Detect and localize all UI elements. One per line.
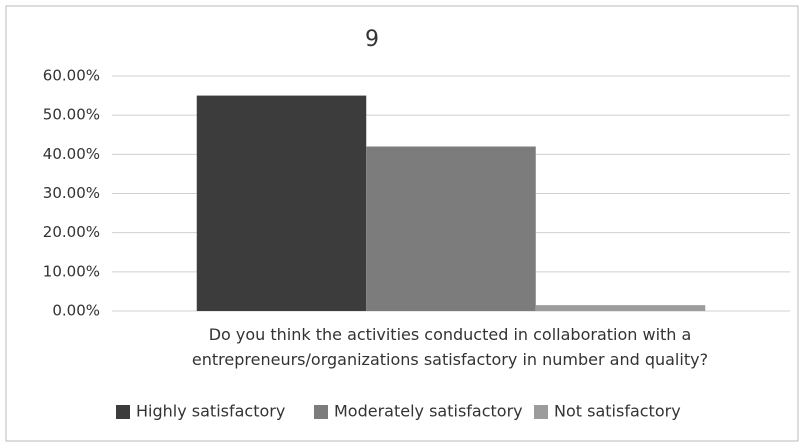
y-tick-label: 30.00%	[43, 184, 100, 202]
category-label: Do you think the activities conducted in…	[191, 325, 709, 369]
legend-label: Moderately satisfactory	[334, 402, 523, 421]
bar	[196, 95, 367, 311]
y-tick-label: 60.00%	[43, 67, 100, 85]
legend-swatch	[314, 405, 328, 419]
y-tick-label: 20.00%	[43, 223, 100, 241]
chart-title: 9	[365, 27, 379, 52]
y-tick-label: 50.00%	[43, 106, 100, 124]
bar	[366, 146, 536, 311]
legend-label: Not satisfactory	[554, 402, 681, 421]
legend-label: Highly satisfactory	[136, 402, 285, 421]
y-tick-label: 10.00%	[43, 262, 100, 280]
legend-swatch	[534, 405, 548, 419]
legend-swatch	[116, 405, 130, 419]
y-tick-label: 40.00%	[43, 145, 100, 163]
y-tick-label: 0.00%	[52, 302, 100, 320]
bar	[535, 305, 706, 311]
chart-frame	[5, 5, 799, 442]
